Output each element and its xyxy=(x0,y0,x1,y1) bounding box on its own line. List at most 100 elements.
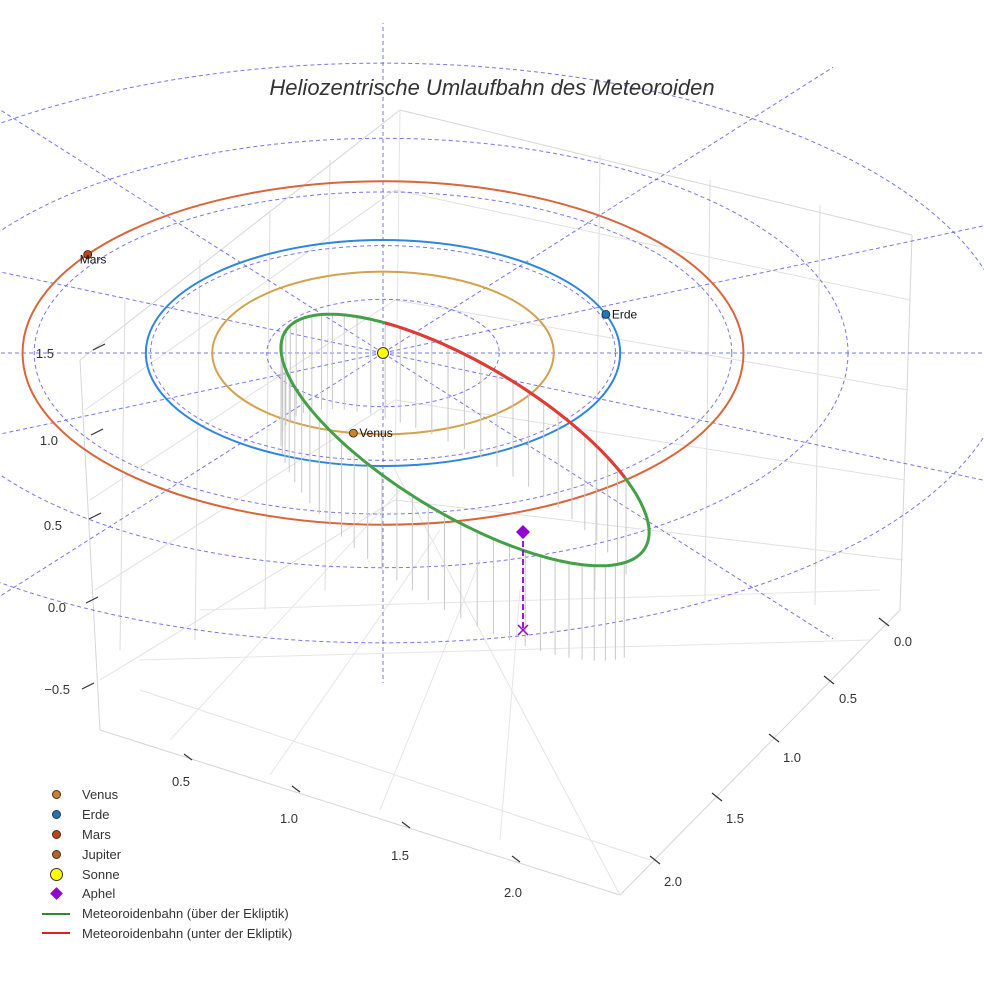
legend-label: Aphel xyxy=(82,886,116,902)
x-tick-mark xyxy=(291,785,301,793)
legend-label: Erde xyxy=(82,807,110,823)
legend-symbol xyxy=(38,912,74,915)
planet-label-mars: Mars xyxy=(80,252,107,266)
legend-marker xyxy=(51,829,61,839)
y-tick-label: 0.0 xyxy=(894,634,912,649)
x-tick-label: 0.5 xyxy=(172,774,190,789)
grid-line xyxy=(704,179,711,601)
z-tick-label: 0.5 xyxy=(44,518,62,533)
y-tick-label: 0.5 xyxy=(839,691,857,706)
z-tick-mark xyxy=(81,682,95,690)
orbit-venus xyxy=(211,270,555,436)
grid-line xyxy=(99,499,396,681)
legend-symbol xyxy=(38,932,74,935)
grid-line xyxy=(264,209,271,611)
box-edge xyxy=(899,234,913,611)
legend-marker xyxy=(42,932,70,935)
grid-line xyxy=(139,639,871,661)
orbit-mars xyxy=(21,180,745,526)
planet-venus xyxy=(348,428,358,438)
z-tick-label: 1.5 xyxy=(36,346,54,361)
grid-line xyxy=(594,154,601,591)
legend-symbol xyxy=(38,867,74,881)
legend-item[interactable]: Venus xyxy=(38,785,292,805)
z-tick-mark xyxy=(92,343,106,351)
y-tick-mark xyxy=(768,733,780,743)
x-tick-label: 1.5 xyxy=(391,848,409,863)
box-edge xyxy=(99,729,621,896)
grid-line xyxy=(269,529,441,776)
aphelion-projection-x xyxy=(517,624,529,636)
grid-line xyxy=(84,189,396,411)
y-tick-mark xyxy=(823,675,835,685)
z-tick-mark xyxy=(88,512,102,520)
y-tick-label: 2.0 xyxy=(664,874,682,889)
box-edge xyxy=(394,109,401,471)
y-tick-mark xyxy=(649,855,661,865)
grid-line xyxy=(94,399,396,591)
grid-line xyxy=(169,489,401,741)
projection-lines xyxy=(280,314,627,661)
grid-line xyxy=(379,559,481,811)
legend-marker xyxy=(51,849,61,859)
grid-line xyxy=(194,259,201,641)
meteoroid-orbit-below xyxy=(384,321,626,479)
box-edge xyxy=(619,609,901,896)
planet-markers: Venus Erde Mars xyxy=(80,250,638,440)
legend-symbol xyxy=(38,829,74,839)
legend-label: Meteoroidenbahn (über der Ekliptik) xyxy=(82,906,289,922)
legend-label: Venus xyxy=(82,787,119,803)
grid-line xyxy=(324,159,331,591)
legend-label: Jupiter xyxy=(82,846,122,862)
y-tick-label: 1.5 xyxy=(726,811,744,826)
z-tick-label: 1.0 xyxy=(40,433,58,448)
x-tick-mark xyxy=(183,753,193,761)
grid-line xyxy=(394,189,911,301)
ecliptic-reference-grid xyxy=(0,23,984,683)
z-tick-mark xyxy=(90,428,104,436)
legend: Venus Erde Mars Jupiter Sonne Aphel Meteoroide… xyxy=(38,785,292,943)
reference-ring xyxy=(266,298,500,408)
legend-item[interactable]: Aphel xyxy=(38,884,292,904)
z-tick-label: −0.5 xyxy=(44,682,70,697)
legend-item[interactable]: Meteoroidenbahn (über der Ekliptik) xyxy=(38,904,292,924)
legend-marker xyxy=(49,867,63,881)
x-tick-label: 1.0 xyxy=(280,811,298,826)
reference-spoke xyxy=(0,352,384,597)
x-tick-mark xyxy=(401,821,411,829)
grid-line xyxy=(119,299,126,651)
grid-line xyxy=(814,204,821,606)
legend-symbol xyxy=(38,810,74,820)
legend-item[interactable]: Sonne xyxy=(38,864,292,884)
y-tick-mark xyxy=(711,792,723,802)
legend-symbol xyxy=(38,790,74,800)
sun-marker xyxy=(377,347,389,359)
legend-label: Mars xyxy=(82,826,111,842)
box-edge xyxy=(79,109,401,361)
chart-title: Heliozentrische Umlaufbahn des Meteoroid… xyxy=(269,75,714,100)
legend-label: Meteoroidenbahn (unter der Ekliptik) xyxy=(82,925,293,941)
grid-line xyxy=(499,589,521,841)
legend-item[interactable]: Meteoroidenbahn (unter der Ekliptik) xyxy=(38,924,292,944)
x-tick-label: 2.0 xyxy=(504,885,522,900)
legend-marker xyxy=(42,912,70,915)
axis-ticks: 0.5 1.0 1.5 2.0 0.0 0.5 1.0 1.5 2.0 −0.5 0.0 0.5 1.0… xyxy=(36,343,912,900)
box-edge xyxy=(399,109,913,236)
legend-item[interactable]: Erde xyxy=(38,805,292,825)
legend-marker xyxy=(51,810,61,820)
z-tick-mark xyxy=(85,596,99,604)
legend-marker xyxy=(49,887,63,901)
planet-mars xyxy=(83,250,93,259)
legend-marker xyxy=(51,790,61,800)
legend-item[interactable]: Mars xyxy=(38,825,292,845)
legend-item[interactable]: Jupiter xyxy=(38,844,292,864)
meteoroid-orbit-above xyxy=(279,312,651,568)
meteoroid-orbit xyxy=(279,312,651,636)
legend-symbol xyxy=(38,849,74,859)
legend-label: Sonne xyxy=(82,866,120,882)
reference-spoke xyxy=(382,66,834,354)
reference-spoke xyxy=(0,271,384,354)
reference-spoke xyxy=(0,109,384,354)
planet-erde xyxy=(601,309,611,319)
